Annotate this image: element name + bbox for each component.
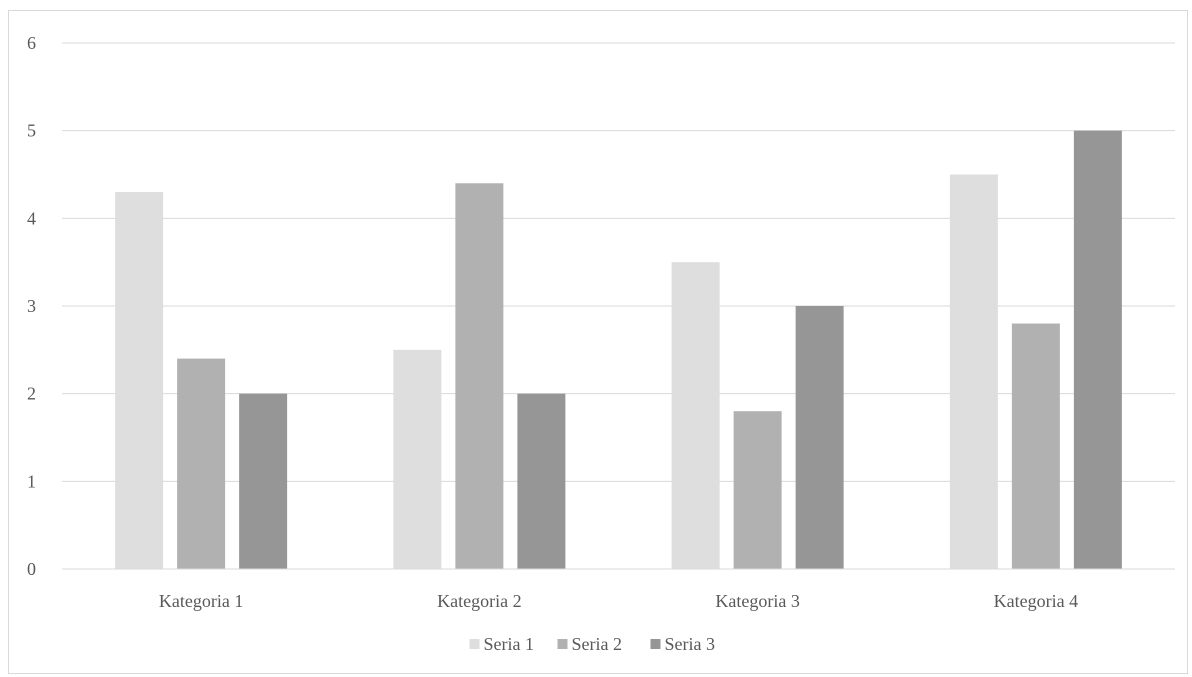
- bar: [671, 262, 720, 569]
- x-tick-label: Kategoria 4: [994, 591, 1078, 611]
- y-tick-label: 2: [27, 384, 36, 404]
- x-tick-label: Kategoria 3: [715, 591, 799, 611]
- x-tick-label: Kategoria 1: [159, 591, 243, 611]
- bar: [795, 306, 844, 569]
- legend-swatch: [557, 639, 568, 649]
- bar: [177, 358, 226, 569]
- y-tick-label: 5: [27, 121, 36, 141]
- y-tick-label: 0: [27, 559, 36, 579]
- bar: [949, 174, 998, 569]
- bar: [517, 393, 566, 569]
- bar: [455, 183, 504, 569]
- bar: [393, 349, 442, 569]
- y-axis-tick-labels: 0 1 2 3 4 5 6: [27, 33, 36, 579]
- bar: [239, 393, 288, 569]
- bar: [1011, 323, 1060, 569]
- x-axis: Kategoria 1 Kategoria 2 Kategoria 3 Kategor…: [62, 568, 1175, 611]
- legend-label: Seria 3: [665, 634, 715, 654]
- legend: Seria 1 Seria 2 Seria 3: [469, 634, 715, 654]
- gridlines: [62, 42, 1175, 482]
- legend-swatch: [469, 639, 480, 649]
- bar: [115, 192, 164, 570]
- y-tick-label: 3: [27, 296, 36, 316]
- bars: [115, 130, 1122, 570]
- x-tick-label: Kategoria 2: [437, 591, 521, 611]
- bar: [1073, 130, 1122, 569]
- y-tick-label: 4: [27, 208, 36, 228]
- legend-label: Seria 2: [572, 634, 622, 654]
- legend-swatch: [650, 639, 661, 649]
- legend-label: Seria 1: [484, 634, 534, 654]
- bar: [733, 411, 782, 569]
- y-tick-label: 1: [27, 471, 36, 491]
- y-tick-label: 6: [27, 33, 36, 53]
